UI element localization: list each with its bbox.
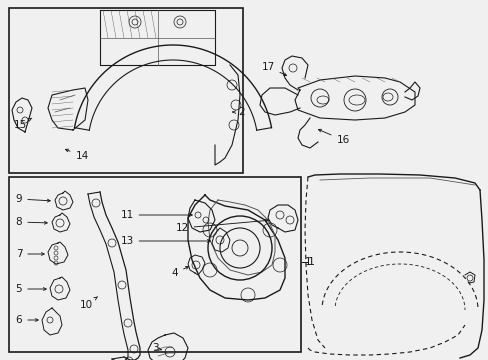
Text: 13: 13 (120, 236, 210, 246)
Text: 6: 6 (16, 315, 38, 325)
Text: 2: 2 (232, 107, 245, 117)
Text: 12: 12 (175, 219, 268, 233)
Text: 1: 1 (307, 257, 314, 267)
Text: 10: 10 (79, 297, 98, 310)
Text: 11: 11 (120, 210, 192, 220)
Bar (9, 177, 301, 352)
Text: 3: 3 (151, 343, 161, 353)
Text: 15: 15 (13, 118, 32, 130)
Text: 16: 16 (318, 129, 349, 145)
Text: 14: 14 (65, 149, 88, 161)
Text: 17: 17 (261, 62, 286, 76)
Text: 5: 5 (16, 284, 46, 294)
Text: 9: 9 (16, 194, 50, 204)
Text: 8: 8 (16, 217, 47, 227)
Text: 4: 4 (171, 266, 188, 278)
Text: 1: 1 (304, 257, 311, 267)
Bar (9, 8, 243, 173)
Text: 7: 7 (16, 249, 44, 259)
